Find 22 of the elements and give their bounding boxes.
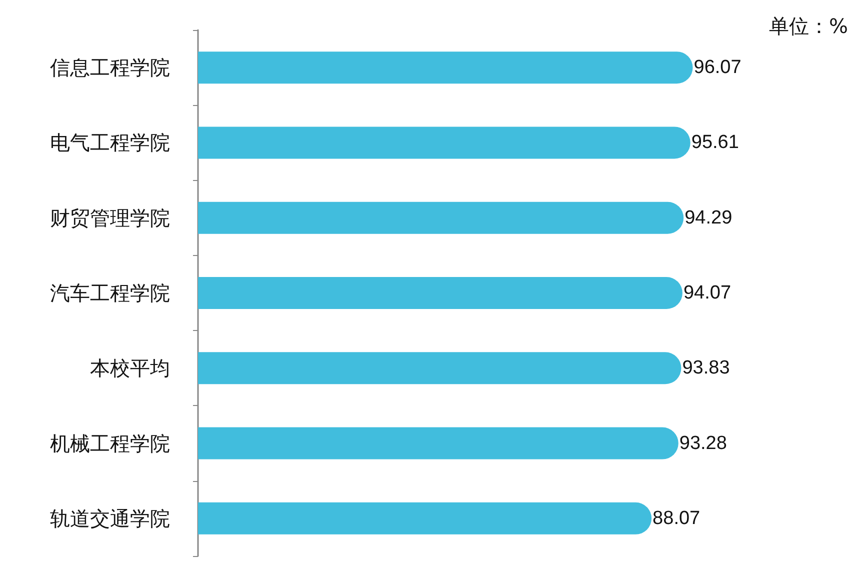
y-tick-label: 汽车工程学院 — [50, 281, 170, 305]
y-tick-label: 信息工程学院 — [50, 56, 170, 80]
y-tick-label: 轨道交通学院 — [50, 506, 170, 530]
data-label: 94.07 — [683, 282, 732, 304]
text: 单位：% — [768, 14, 848, 38]
bar — [198, 202, 684, 234]
y-tick-label: 电气工程学院 — [50, 130, 170, 155]
bar — [198, 52, 693, 84]
data-label: 94.29 — [684, 207, 732, 228]
data-label: 93.83 — [682, 358, 730, 379]
bar — [198, 277, 682, 309]
bar — [198, 352, 682, 384]
bar — [198, 126, 690, 159]
bar — [198, 502, 652, 534]
bar — [198, 427, 678, 460]
data-label: 96.07 — [694, 57, 742, 78]
data-label: 93.28 — [679, 432, 727, 454]
y-tick-label: 机械工程学院 — [50, 431, 170, 456]
y-tick-label: 财贸管理学院 — [50, 206, 170, 230]
data-label: 95.61 — [691, 132, 739, 154]
data-label: 88.07 — [652, 508, 700, 529]
y-tick-label: 本校平均 — [90, 356, 170, 380]
